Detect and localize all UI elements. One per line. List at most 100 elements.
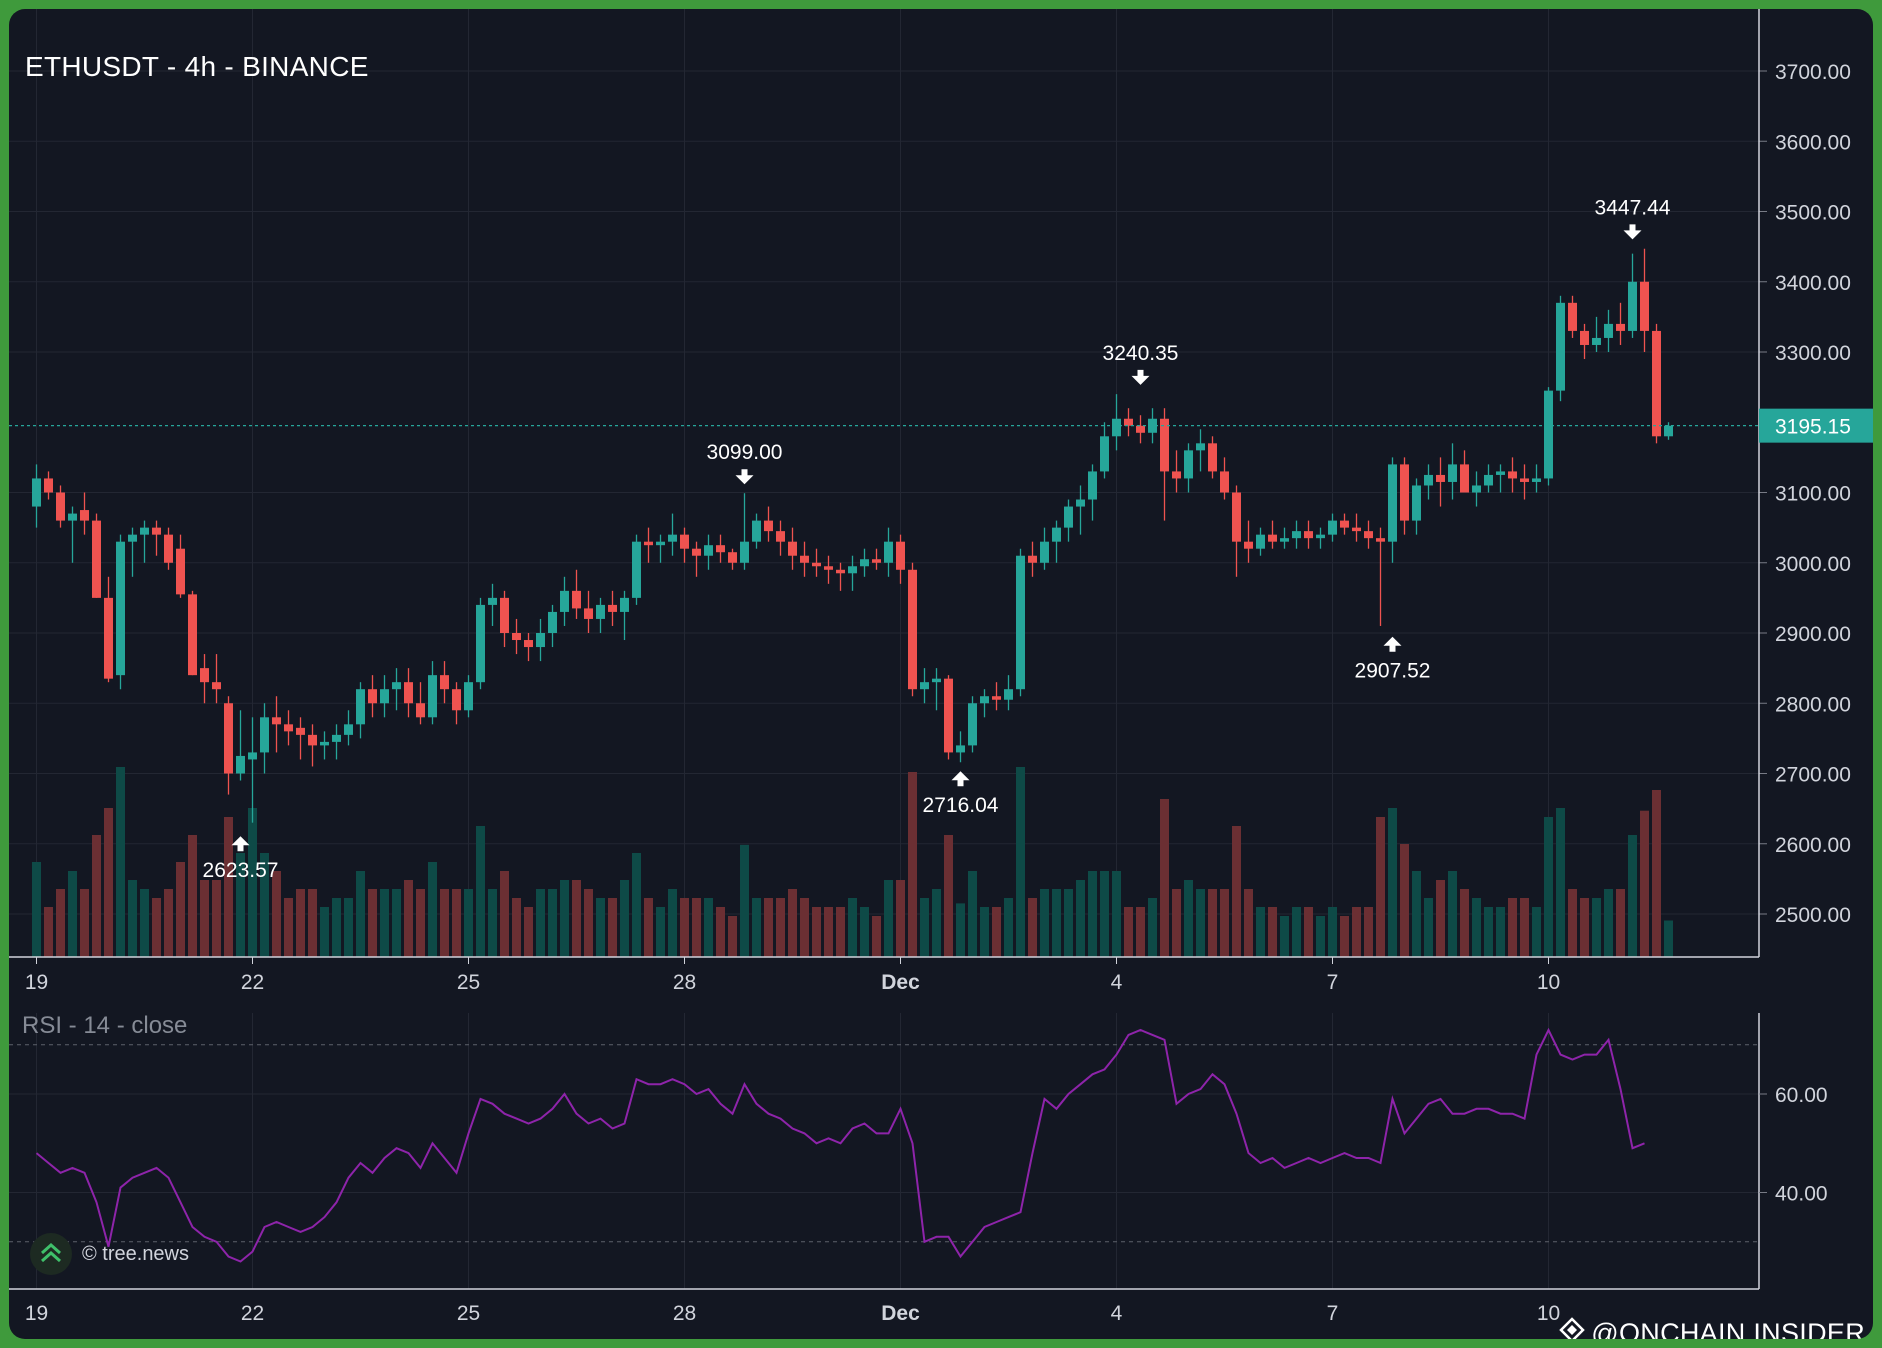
volume-bar (248, 808, 257, 957)
volume-bar (1604, 889, 1613, 957)
candle (428, 661, 437, 725)
candle-body (644, 541, 653, 546)
candle (1316, 527, 1325, 549)
volume-bar (380, 889, 389, 957)
candle-body (1592, 337, 1601, 345)
candle (1400, 457, 1409, 535)
candle (1424, 464, 1433, 500)
candle (500, 590, 509, 648)
volume-bar (1244, 889, 1253, 957)
candle-body (1400, 464, 1409, 521)
volume-bar (1160, 799, 1169, 957)
candle-body (272, 717, 281, 725)
candle (464, 675, 473, 718)
candle (1040, 527, 1049, 570)
candle-body (44, 478, 53, 493)
candle-body (296, 727, 305, 735)
candle (992, 682, 1001, 711)
candle (1556, 295, 1565, 402)
candle (1640, 248, 1649, 352)
candle-body (1148, 418, 1157, 433)
candle (1496, 464, 1505, 493)
volume-bar (632, 853, 641, 957)
candle (1196, 429, 1205, 472)
volume-bar (1436, 880, 1445, 957)
candle-body (1208, 443, 1217, 472)
high-price-label: 3447.44 (1595, 196, 1671, 219)
candle (1016, 548, 1025, 697)
time-axis-label: 25 (457, 1302, 480, 1325)
volume-bar (1220, 889, 1229, 957)
candle (140, 520, 149, 563)
candle (56, 485, 65, 528)
candle-body (716, 545, 725, 553)
candle-body (548, 611, 557, 633)
candle (344, 710, 353, 746)
candle-body (776, 531, 785, 542)
candle (44, 471, 53, 500)
low-price-label: 2907.52 (1355, 660, 1431, 683)
volume-bar (1580, 898, 1589, 957)
volume-bar (1532, 907, 1541, 957)
volume-bar (764, 898, 773, 957)
candle-body (404, 682, 413, 704)
candle-body (1376, 538, 1385, 542)
watermark: © tree.news (30, 1233, 189, 1275)
candle (800, 541, 809, 577)
volume-bar (836, 907, 845, 957)
candle (452, 682, 461, 725)
candle-body (128, 534, 137, 542)
volume-bar (104, 808, 113, 957)
last-price-label: 3195.15 (1775, 416, 1851, 439)
time-axis-label: 10 (1537, 971, 1560, 994)
volume-bar (1028, 898, 1037, 957)
candle-body (1484, 474, 1493, 486)
candle (356, 682, 365, 739)
candle (188, 590, 197, 676)
candle-body (1280, 538, 1289, 542)
volume-bar (992, 907, 1001, 957)
candle (692, 541, 701, 577)
volume-bar (1076, 880, 1085, 957)
candle (1580, 323, 1589, 360)
candle-body (800, 555, 809, 563)
volume-bar (788, 889, 797, 957)
volume-bar (92, 835, 101, 957)
time-axis-label: 28 (673, 971, 696, 994)
candle-body (608, 604, 617, 612)
candle-body (968, 703, 977, 746)
volume-bar (80, 889, 89, 957)
price-axis-label: 2800.00 (1775, 693, 1851, 716)
candle-body (704, 545, 713, 556)
volume-bar (116, 767, 125, 957)
candle-body (1160, 418, 1169, 472)
chart-canvas[interactable]: 2623.57 3099.00 2716.04 3240.35 2907.52 3447.… (9, 9, 1873, 1339)
candle-body (1196, 443, 1205, 451)
candle-body (560, 590, 569, 612)
volume-bar (296, 889, 305, 957)
candle (236, 710, 245, 781)
candle (536, 618, 545, 662)
volume-bar (1592, 898, 1601, 957)
volume-bar (236, 853, 245, 957)
candle-body (488, 597, 497, 605)
candle (1076, 485, 1085, 535)
candle (1508, 457, 1517, 493)
candle (404, 668, 413, 718)
volume-bar (1556, 808, 1565, 957)
candle (1412, 478, 1421, 535)
rsi-line (35, 1027, 1645, 1263)
volume-bar (656, 907, 665, 957)
candle (1052, 520, 1061, 563)
candle-body (824, 566, 833, 570)
candle-body (152, 527, 161, 535)
candle-body (1616, 323, 1625, 331)
volume-bar (644, 898, 653, 957)
annotation-layer: 2623.57 3099.00 2716.04 3240.35 2907.52 3447.… (203, 196, 1671, 882)
volume-bar (872, 916, 881, 957)
candle-body (1604, 323, 1613, 338)
axis-layer: 3700.00 3600.00 3500.00 3400.00 3300.00 3100.… (9, 9, 1873, 1325)
candle-body (464, 682, 473, 711)
volume-bar (980, 907, 989, 957)
time-axis-label: 19 (25, 1302, 48, 1325)
